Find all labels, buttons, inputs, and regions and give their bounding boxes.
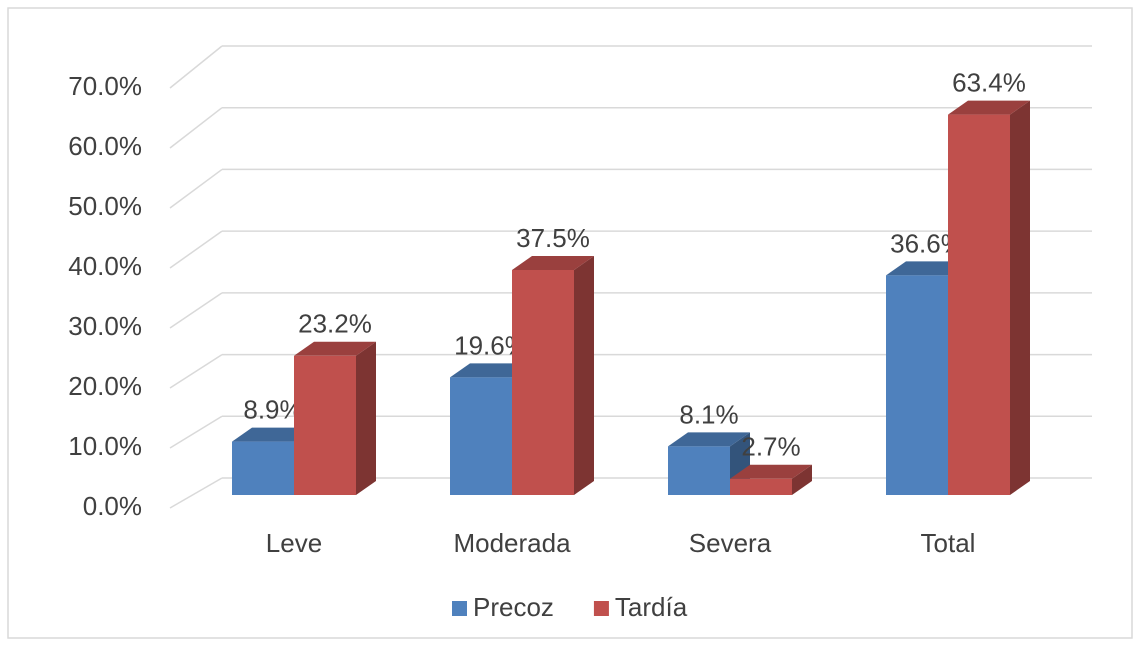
data-label: 63.4% <box>952 67 1026 97</box>
bar <box>294 355 356 495</box>
y-tick-label: 0.0% <box>83 491 142 521</box>
bar <box>512 270 574 495</box>
bar <box>948 114 1010 495</box>
bar-top <box>730 464 812 479</box>
x-tick-label: Leve <box>266 528 322 558</box>
bar <box>668 446 730 495</box>
grid-line <box>169 168 223 209</box>
legend-label: Precoz <box>473 592 554 622</box>
bar <box>886 275 948 495</box>
grid-line <box>169 45 223 89</box>
x-tick-label: Total <box>921 528 976 558</box>
x-tick-label: Severa <box>689 528 772 558</box>
grid-line <box>169 353 223 389</box>
bar-top <box>948 100 1030 115</box>
data-label: 8.9% <box>243 394 302 424</box>
data-label: 2.7% <box>741 432 800 462</box>
x-tick-label: Moderada <box>453 528 571 558</box>
legend-label: Tardía <box>615 592 688 622</box>
data-label: 8.1% <box>679 399 738 429</box>
y-tick-label: 70.0% <box>68 71 142 101</box>
grid-line <box>169 415 223 449</box>
grid-line <box>169 230 223 269</box>
bar <box>450 377 512 495</box>
data-label: 23.2% <box>298 309 372 339</box>
bar-top <box>450 363 532 378</box>
bar-top <box>294 341 376 356</box>
y-tick-label: 30.0% <box>68 311 142 341</box>
bar-side <box>1010 100 1030 495</box>
bar-side <box>574 256 594 495</box>
legend-swatch <box>452 601 467 616</box>
bar-top <box>232 427 314 442</box>
bar-top <box>886 261 968 276</box>
grid-line <box>169 292 223 329</box>
grid-line <box>169 477 223 509</box>
bar-top <box>512 256 594 270</box>
bar <box>730 478 792 495</box>
bar <box>232 441 294 495</box>
y-tick-label: 50.0% <box>68 191 142 221</box>
y-tick-label: 10.0% <box>68 431 142 461</box>
y-tick-label: 40.0% <box>68 251 142 281</box>
bar-top <box>668 432 750 447</box>
bar-side <box>356 341 376 495</box>
grid-line <box>169 107 223 149</box>
y-tick-label: 20.0% <box>68 371 142 401</box>
y-tick-label: 60.0% <box>68 131 142 161</box>
bar-side <box>792 464 812 495</box>
data-label: 37.5% <box>516 223 590 253</box>
legend-swatch <box>593 601 609 616</box>
